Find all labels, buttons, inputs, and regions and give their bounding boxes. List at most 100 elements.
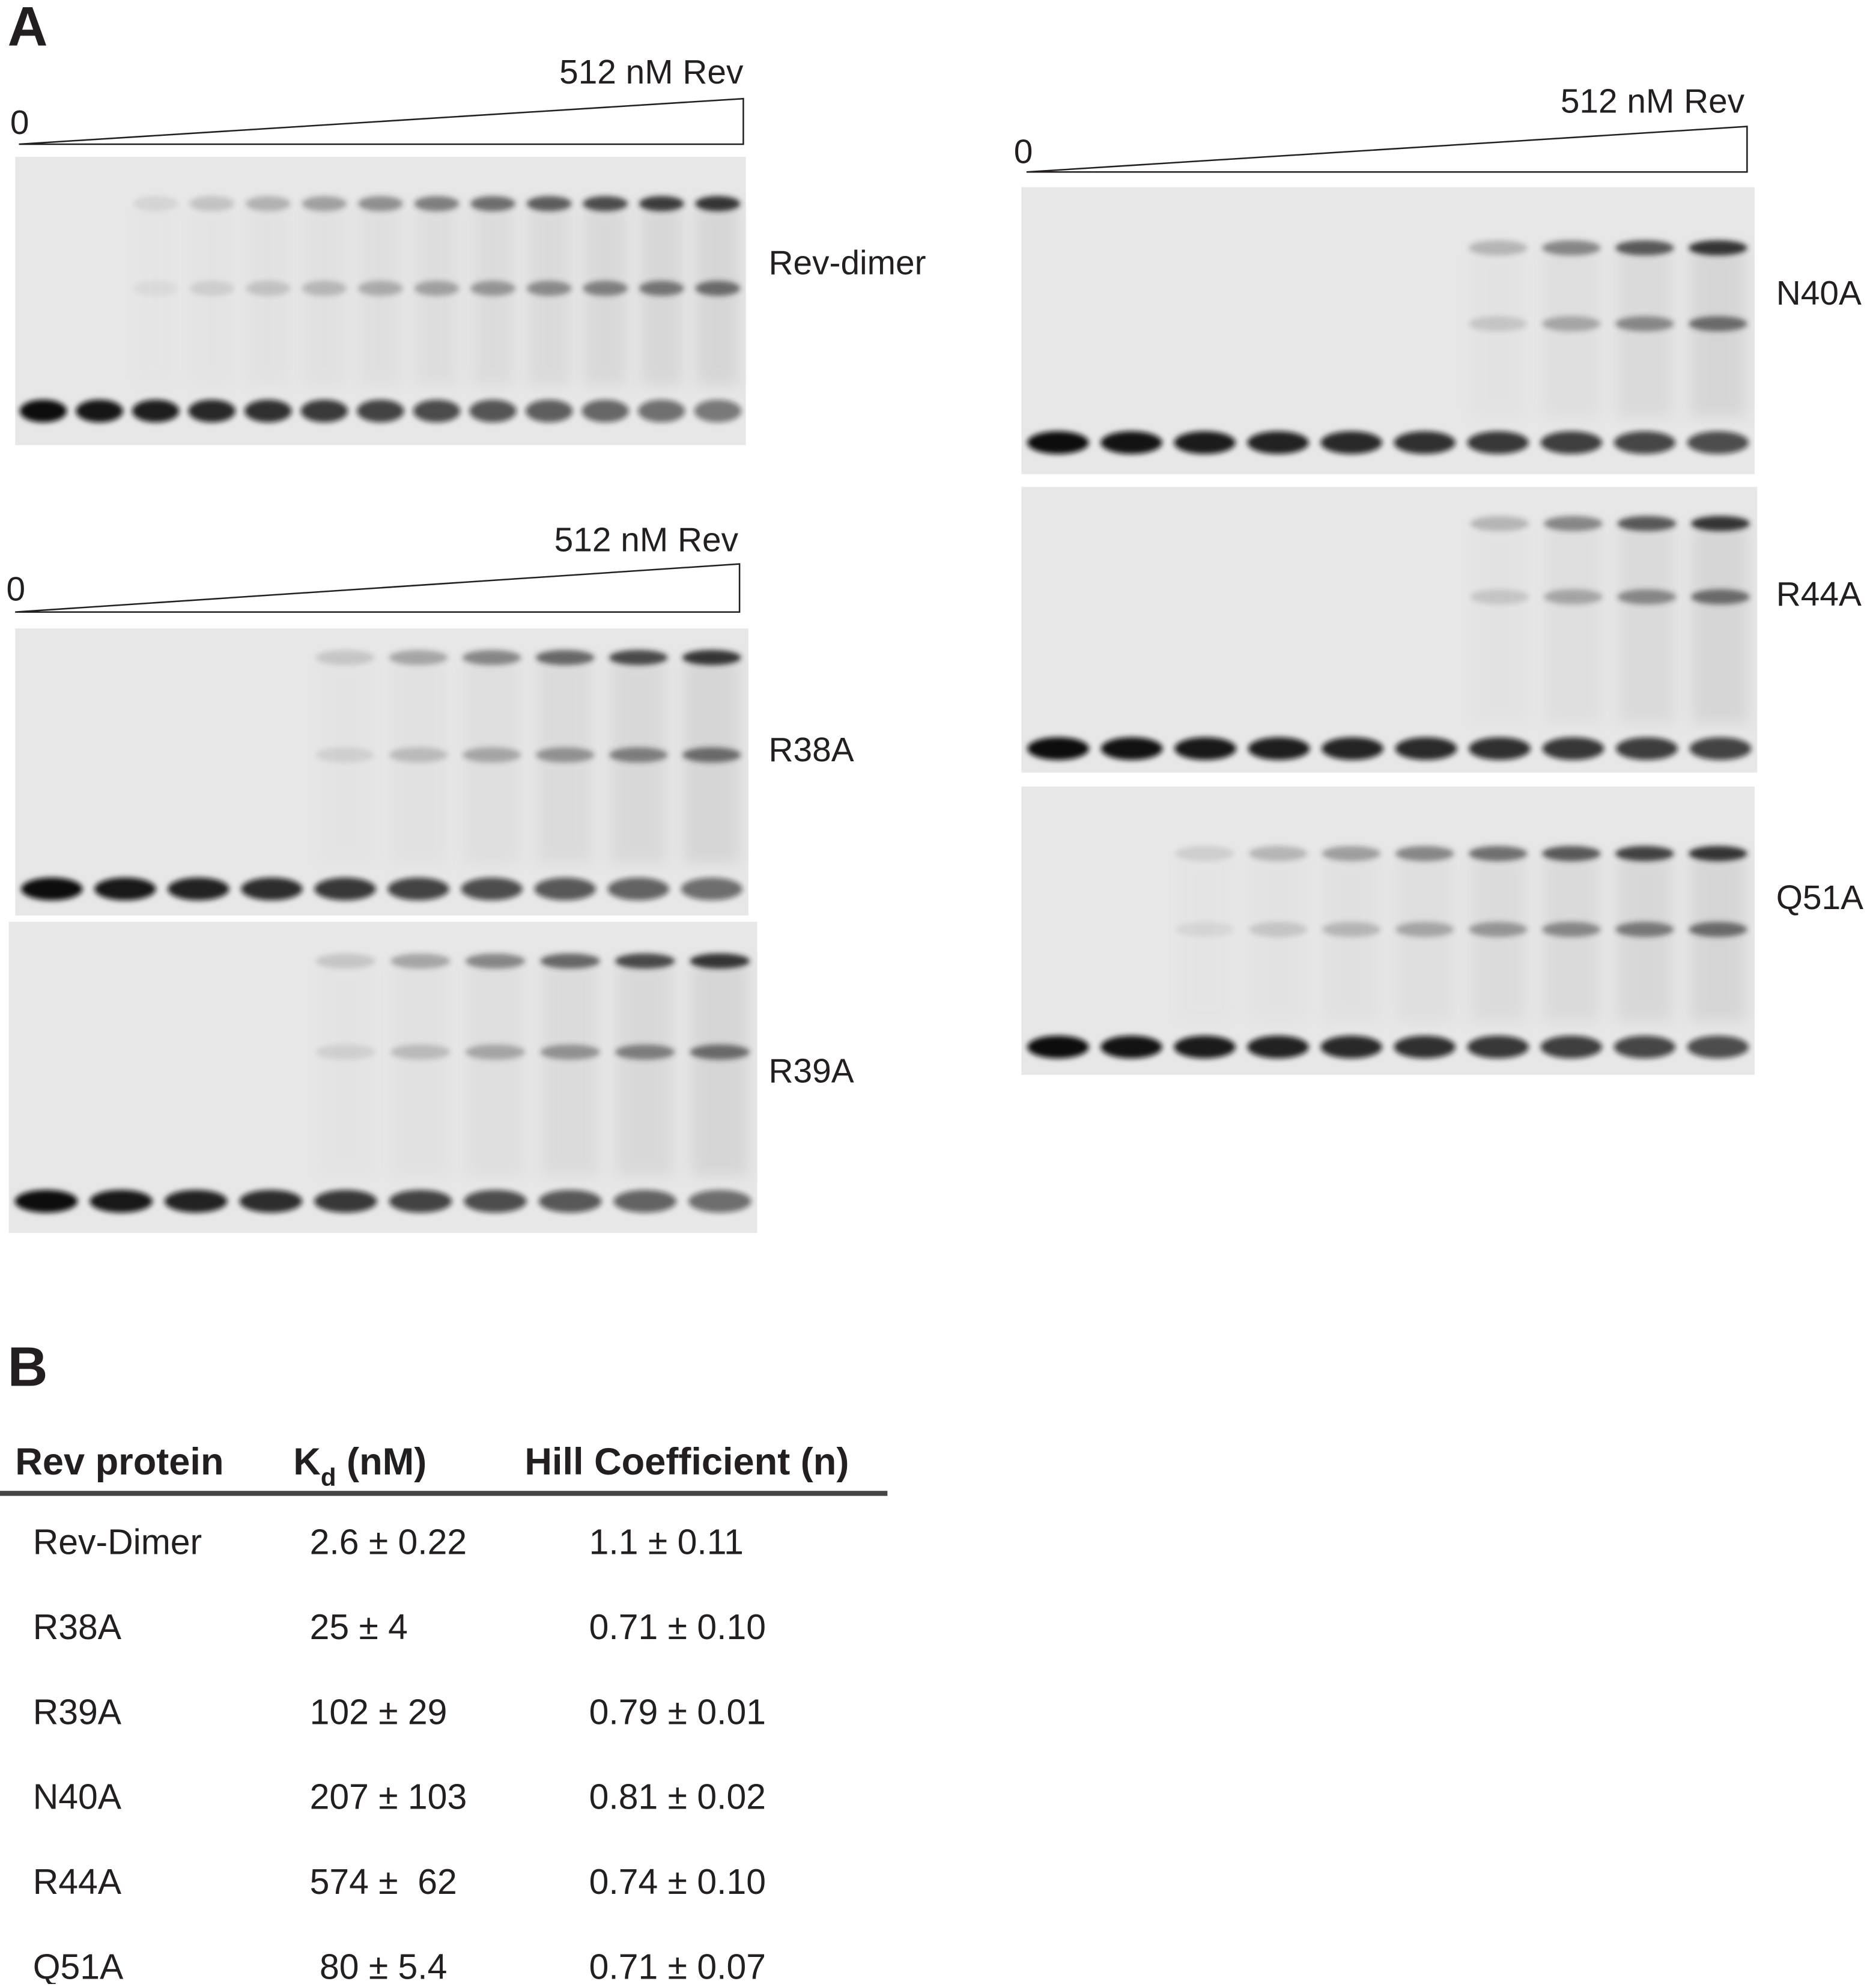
bound-band bbox=[1542, 316, 1601, 332]
free-band bbox=[1027, 431, 1089, 454]
gel-label: Q51A bbox=[1776, 879, 1863, 917]
bound-band bbox=[1542, 845, 1601, 862]
gel-label: R44A bbox=[1776, 576, 1862, 613]
bound-band bbox=[1617, 516, 1677, 531]
bound-band bbox=[1689, 922, 1747, 937]
bound-band bbox=[133, 196, 178, 211]
bound-band bbox=[1689, 316, 1747, 332]
free-band bbox=[613, 1190, 677, 1213]
free-band bbox=[19, 400, 67, 422]
protein-cell: R44A bbox=[33, 1863, 122, 1902]
panel-label: A bbox=[8, 0, 48, 58]
bound-band bbox=[535, 747, 595, 763]
free-band bbox=[1100, 737, 1163, 760]
start-label: 0 bbox=[7, 571, 26, 609]
free-band bbox=[76, 400, 123, 422]
bound-band bbox=[583, 196, 628, 211]
panel-label: B bbox=[8, 1336, 48, 1398]
smear bbox=[1323, 853, 1380, 1022]
bound-band bbox=[1617, 589, 1677, 604]
bound-band bbox=[470, 281, 515, 296]
bound-band bbox=[535, 650, 595, 666]
free-band bbox=[300, 400, 348, 422]
bound-band bbox=[615, 1044, 675, 1060]
free-band bbox=[469, 400, 517, 422]
kd-cell: 102 ± 29 bbox=[310, 1693, 448, 1732]
concentration-label: 512 nM Rev bbox=[559, 53, 744, 91]
bound-band bbox=[462, 650, 521, 666]
bound-band bbox=[302, 281, 347, 296]
bound-band bbox=[682, 747, 741, 763]
bound-band bbox=[389, 747, 448, 763]
free-band bbox=[538, 1190, 602, 1213]
smear bbox=[1470, 248, 1526, 418]
protein-cell: R38A bbox=[33, 1608, 122, 1647]
hill-cell: 0.74 ± 0.10 bbox=[589, 1863, 766, 1902]
bound-band bbox=[639, 196, 684, 211]
bound-band bbox=[189, 196, 235, 211]
free-band bbox=[534, 877, 596, 901]
smear bbox=[1543, 248, 1600, 418]
bound-band bbox=[414, 281, 460, 296]
bound-band bbox=[1248, 922, 1308, 937]
bound-band bbox=[1470, 516, 1529, 531]
free-band bbox=[132, 400, 180, 422]
free-band bbox=[168, 877, 229, 901]
bound-band bbox=[1690, 589, 1750, 604]
bound-band bbox=[1395, 922, 1454, 937]
bound-band bbox=[540, 953, 600, 969]
free-band bbox=[357, 400, 404, 422]
gradient-triangle bbox=[19, 97, 744, 145]
bound-band bbox=[465, 953, 526, 969]
bound-band bbox=[1542, 922, 1601, 937]
bound-band bbox=[315, 747, 375, 763]
smear bbox=[1618, 523, 1675, 723]
free-band bbox=[694, 400, 742, 422]
kd-cell: 574 ± 62 bbox=[310, 1863, 457, 1902]
free-band bbox=[314, 877, 376, 901]
free-band bbox=[1174, 1035, 1236, 1059]
hill-cell: 1.1 ± 0.11 bbox=[589, 1523, 744, 1562]
bound-band bbox=[245, 196, 291, 211]
free-band bbox=[1687, 1035, 1749, 1059]
bound-band bbox=[358, 196, 403, 211]
free-band bbox=[461, 877, 523, 901]
column-header: Rev protein bbox=[15, 1441, 223, 1483]
smear bbox=[1543, 853, 1600, 1022]
header-part: K bbox=[293, 1441, 321, 1483]
free-band bbox=[607, 877, 670, 901]
free-band bbox=[1616, 737, 1678, 760]
smear bbox=[616, 961, 674, 1176]
bound-band bbox=[682, 650, 741, 666]
bound-band bbox=[639, 281, 684, 296]
gradient-triangle bbox=[15, 563, 741, 613]
bound-band bbox=[695, 196, 741, 211]
free-band bbox=[1247, 431, 1309, 454]
free-band bbox=[1542, 737, 1604, 760]
bound-band bbox=[1248, 845, 1308, 862]
smear bbox=[1616, 248, 1673, 418]
free-band bbox=[387, 877, 449, 901]
gel-label: Rev-dimer bbox=[769, 245, 926, 282]
column-header: Hill Coefficient (n) bbox=[524, 1441, 849, 1483]
protein-cell: Q51A bbox=[33, 1948, 124, 1984]
bound-band bbox=[1543, 589, 1603, 604]
free-band bbox=[1027, 1035, 1089, 1059]
bound-band bbox=[315, 650, 375, 666]
smear bbox=[1690, 853, 1746, 1022]
bound-band bbox=[302, 196, 347, 211]
free-band bbox=[637, 400, 685, 422]
free-band bbox=[1613, 431, 1676, 454]
bound-band bbox=[1689, 845, 1747, 862]
bound-band bbox=[690, 953, 750, 969]
bound-band bbox=[1322, 845, 1381, 862]
protein-cell: N40A bbox=[33, 1778, 122, 1817]
free-band bbox=[1100, 1035, 1162, 1059]
bound-band bbox=[1615, 922, 1674, 937]
bound-band bbox=[390, 1044, 451, 1060]
smear bbox=[1616, 853, 1673, 1022]
smear bbox=[1250, 853, 1306, 1022]
free-band bbox=[1248, 737, 1310, 760]
